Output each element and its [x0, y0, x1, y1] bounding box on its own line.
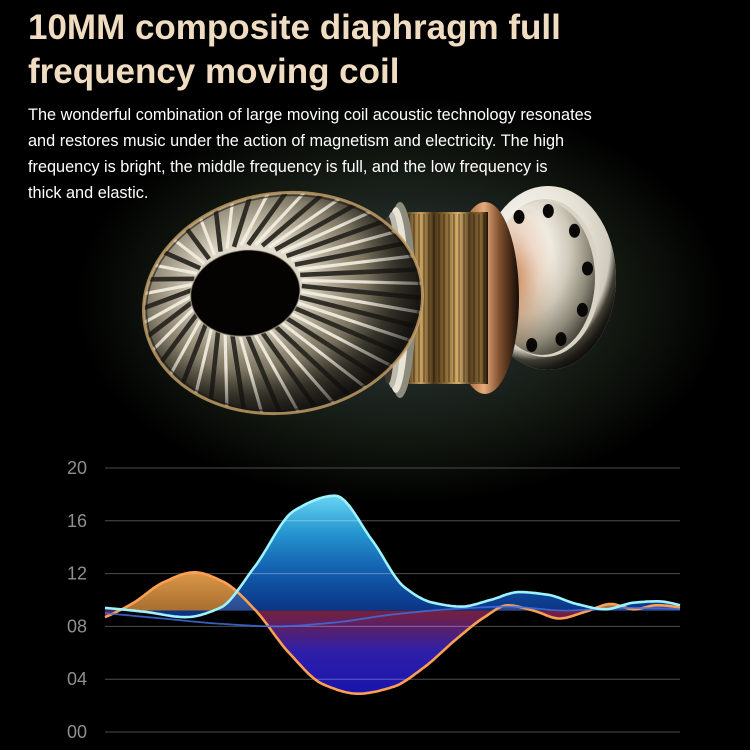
svg-text:08: 08 [67, 616, 87, 636]
svg-text:20: 20 [67, 458, 87, 478]
svg-text:04: 04 [67, 669, 87, 689]
svg-text:16: 16 [67, 511, 87, 531]
svg-text:12: 12 [67, 564, 87, 584]
svg-text:00: 00 [67, 722, 87, 742]
